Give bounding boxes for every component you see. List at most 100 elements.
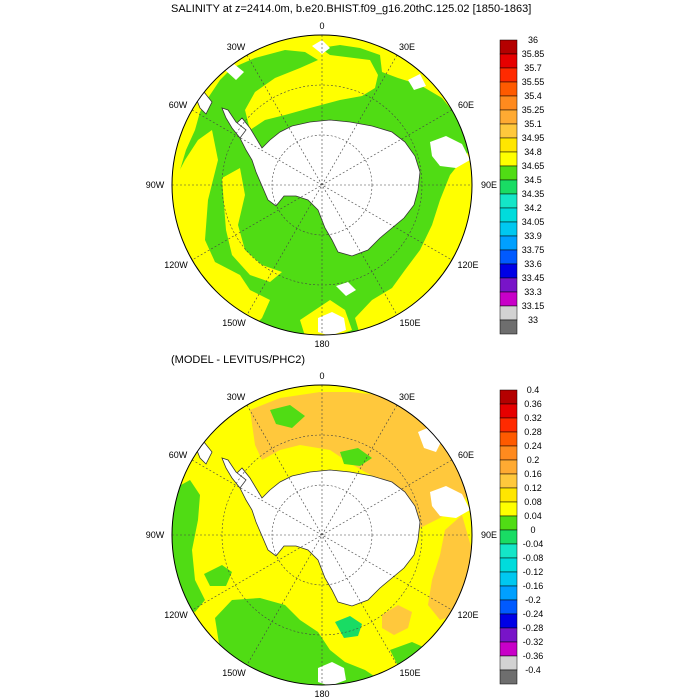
colorbar-swatch	[499, 529, 518, 545]
lon-label-120w: 120W	[164, 260, 188, 270]
antarctic-peninsula	[221, 107, 247, 139]
colorbar-label: 34.95	[522, 133, 545, 143]
colorbar-label: 33.9	[524, 231, 542, 241]
lon-label-90e: 90E	[481, 180, 497, 190]
colorbar-label: 0.24	[524, 441, 542, 451]
lon-label-30e: 30E	[399, 42, 415, 52]
nodata-northeast	[408, 74, 426, 90]
colorbar-label: -0.04	[523, 539, 544, 549]
colorbar-swatch	[499, 123, 518, 139]
colorbar-swatch	[499, 501, 518, 517]
colorbar-label: 0.2	[527, 455, 540, 465]
colorbar-label: 0.12	[524, 483, 542, 493]
colorbar-swatch	[499, 207, 518, 223]
colorbar-label: -0.16	[523, 581, 544, 591]
region-turquoise-south	[335, 616, 362, 638]
lon-label-0: 0	[319, 371, 324, 381]
colorbar-label: 0.4	[527, 385, 540, 395]
colorbar-swatch	[499, 473, 518, 489]
region-yellow-north	[172, 35, 472, 335]
colorbar-label: 35.25	[522, 105, 545, 115]
colorbar-swatch	[499, 109, 518, 125]
longitude-labels: 0 30E 60E 90E 120E 150E 180 150W 120W 90…	[146, 371, 497, 699]
colorbar-swatch	[499, 599, 518, 615]
colorbar-swatch	[499, 263, 518, 279]
region-green-west	[172, 480, 205, 612]
colorbar-label: 34.65	[522, 161, 545, 171]
lon-label-90w: 90W	[146, 530, 165, 540]
lon-label-150w: 150W	[222, 318, 246, 328]
lon-label-180: 180	[314, 689, 329, 699]
colorbar-swatch	[499, 277, 518, 293]
colorbar-label: 0.32	[524, 413, 542, 423]
colorbar-label: 33.45	[522, 273, 545, 283]
colorbar-label: 35.85	[522, 49, 545, 59]
colorbar-swatch	[499, 557, 518, 573]
colorbar-label: -0.24	[523, 609, 544, 619]
colorbar-label: -0.12	[523, 567, 544, 577]
region-green-northwest	[270, 405, 305, 428]
colorbar-swatch	[499, 543, 518, 559]
colorbar-swatch	[499, 165, 518, 181]
colorbar-swatch	[499, 221, 518, 237]
colorbar-swatch	[499, 249, 518, 265]
colorbar-label: -0.32	[523, 637, 544, 647]
lon-label-150w: 150W	[222, 668, 246, 678]
lon-label-150e: 150E	[399, 318, 420, 328]
lon-label-90e: 90E	[481, 530, 497, 540]
colorbar-label: 0	[530, 525, 535, 535]
graticule	[172, 35, 472, 335]
colorbar-label: -0.4	[525, 665, 541, 675]
lon-label-150e: 150E	[399, 668, 420, 678]
lon-label-180: 180	[314, 339, 329, 349]
lon-label-60e: 60E	[458, 100, 474, 110]
graticule	[172, 385, 472, 685]
panel-2-title: (MODEL - LEVITUS/PHC2)	[171, 354, 306, 366]
region-green-southwest	[215, 598, 380, 685]
colorbar-swatch	[499, 445, 518, 461]
nodata-east	[430, 136, 470, 168]
colorbar-label: 33.75	[522, 245, 545, 255]
lon-label-120e: 120E	[457, 610, 478, 620]
colorbar-label: 36	[528, 35, 538, 45]
lon-label-90w: 90W	[146, 180, 165, 190]
map-border	[171, 34, 473, 336]
colorbar-label: 35.4	[524, 91, 542, 101]
colorbar-1: 36 35.85 35.7 35.55 35.4 35.25 35.1 34.95 34.8 34…	[499, 35, 545, 335]
colorbar-label: -0.08	[523, 553, 544, 563]
colorbar-label: 34.35	[522, 189, 545, 199]
colorbar-swatch	[499, 669, 518, 685]
colorbar-swatch	[499, 305, 518, 321]
colorbar-swatch	[499, 53, 518, 69]
antarctica-landmass	[235, 117, 421, 257]
colorbar-label: 0.08	[524, 497, 542, 507]
nodata-south	[318, 312, 346, 335]
colorbar-swatch	[499, 641, 518, 657]
lon-label-30w: 30W	[227, 42, 246, 52]
colorbar-swatch	[499, 487, 518, 503]
colorbar-swatch	[499, 95, 518, 111]
colorbar-swatch	[499, 291, 518, 307]
difference-map	[172, 385, 472, 685]
colorbar-swatch	[499, 431, 518, 447]
colorbar-swatch	[499, 655, 518, 671]
lon-label-0: 0	[319, 21, 324, 31]
salinity-map	[172, 35, 472, 335]
colorbar-label: 35.1	[524, 119, 542, 129]
colorbar-swatch	[499, 137, 518, 153]
longitude-labels: 0 30E 60E 90E 120E 150E 180 150W 120W 90…	[146, 21, 497, 349]
colorbar-swatch	[499, 627, 518, 643]
region-green-north-island	[340, 448, 372, 466]
colorbar-label: -0.36	[523, 651, 544, 661]
colorbar-label: 34.05	[522, 217, 545, 227]
colorbar-label: 33	[528, 315, 538, 325]
colorbar-label: 34.2	[524, 203, 542, 213]
colorbar-swatch	[499, 571, 518, 587]
colorbar-label: 0.16	[524, 469, 542, 479]
colorbar-label: 34.8	[524, 147, 542, 157]
region-yellow-west-inner	[222, 168, 282, 282]
nodata-north	[312, 40, 330, 54]
nodata-northwest	[225, 64, 244, 80]
colorbar-swatch	[499, 459, 518, 475]
colorbar-label: -0.28	[523, 623, 544, 633]
